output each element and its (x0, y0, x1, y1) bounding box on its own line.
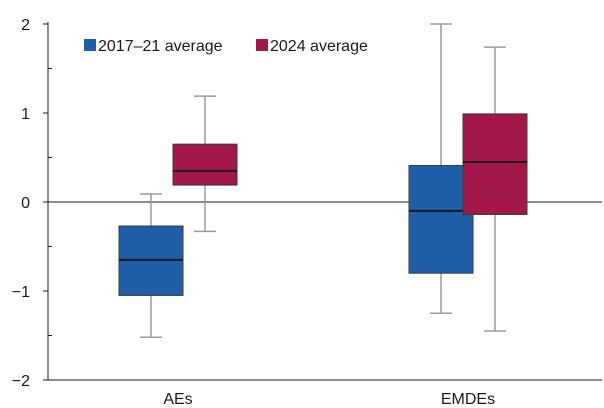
x-category-label: EMDEs (441, 391, 495, 408)
box-2024-average-aes (172, 95, 238, 233)
box-2024-average-emdes (462, 46, 528, 332)
box-2017-21-average-aes (118, 193, 184, 339)
y-tick-label: −1 (12, 284, 30, 301)
y-tick-label: 0 (21, 195, 30, 212)
axes: 2 1 0 −1 −2 AEs EMDEs (12, 17, 602, 408)
legend-swatch (84, 39, 96, 51)
legend: 2017–21 average 2024 average (84, 38, 368, 55)
box-plot-series (118, 23, 528, 339)
iqr-box (462, 113, 528, 215)
legend-swatch (256, 39, 268, 51)
iqr-box (172, 143, 238, 186)
x-category-label: AEs (163, 391, 192, 408)
legend-label: 2024 average (270, 38, 368, 55)
y-tick-label: −2 (12, 373, 30, 390)
box-2017-21-average-emdes (408, 23, 474, 314)
legend-label: 2017–21 average (98, 38, 223, 55)
iqr-box (408, 165, 474, 274)
y-tick-label: 2 (21, 17, 30, 34)
y-tick-label: 1 (21, 106, 30, 123)
